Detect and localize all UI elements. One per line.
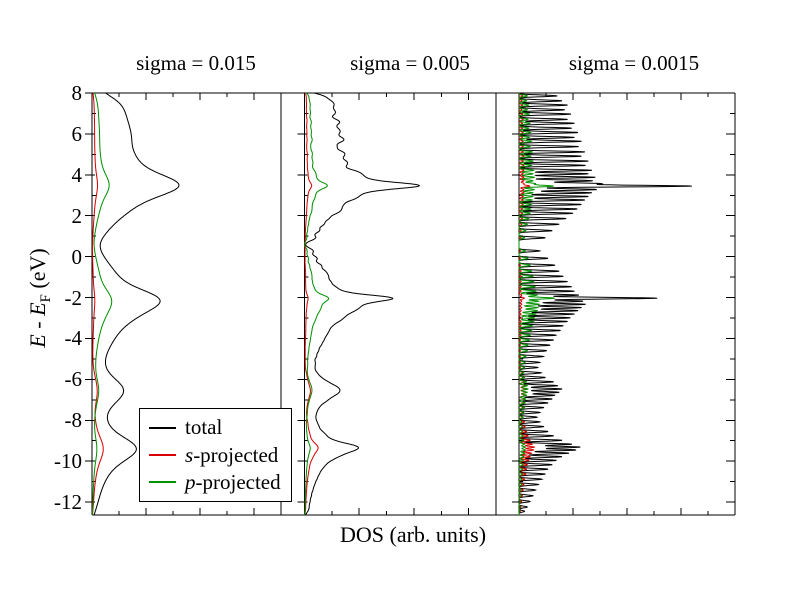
dos-curve-s-projected-panel-3 [518, 93, 536, 515]
dos-curve-s-projected-panel-2 [304, 92, 319, 516]
legend-row-total: total [149, 417, 291, 438]
legend-row-p-projected: p-projected [149, 469, 291, 494]
y-tick-label: 8 [71, 81, 83, 105]
legend: total s-projected p-projected [139, 408, 292, 502]
y-tick-label: -8 [64, 408, 83, 433]
legend-line-s-projected [149, 454, 176, 456]
y-tick-label: -4 [64, 326, 83, 351]
dos-curve-total-panel-1 [93, 92, 180, 516]
dos-curve-total-panel-2 [305, 92, 421, 516]
dos-curve-p-projected-panel-3 [518, 92, 555, 515]
x-axis-label: DOS (arb. units) [339, 522, 487, 547]
panel-title-sigma-00015: sigma = 0.0015 [568, 51, 700, 75]
legend-row-s-projected: s-projected [149, 442, 291, 467]
y-tick-label: -6 [64, 367, 83, 392]
panel-title-sigma-0015: sigma = 0.015 [136, 51, 256, 75]
dos-curve-total-panel-3 [518, 92, 692, 515]
y-tick-label: 6 [71, 121, 83, 146]
dos-curve-s-projected-panel-1 [92, 92, 104, 516]
y-tick-label: 0 [71, 244, 83, 269]
dos-curve-p-projected-panel-1 [91, 92, 113, 515]
legend-label-s-projected: s-projected [185, 442, 279, 467]
legend-line-total [149, 426, 176, 429]
legend-label-p-projected: p-projected [185, 469, 281, 494]
y-tick-label: -2 [64, 285, 83, 310]
y-tick-label: 2 [71, 203, 83, 228]
y-tick-label: -12 [54, 490, 82, 515]
y-tick-label: -10 [54, 449, 82, 474]
panel-title-sigma-0005: sigma = 0.005 [350, 51, 470, 75]
legend-line-p-projected [149, 481, 176, 484]
legend-label-total: total [185, 415, 223, 440]
y-tick-label: 4 [71, 162, 83, 187]
dos-curve-p-projected-panel-2 [304, 92, 330, 516]
